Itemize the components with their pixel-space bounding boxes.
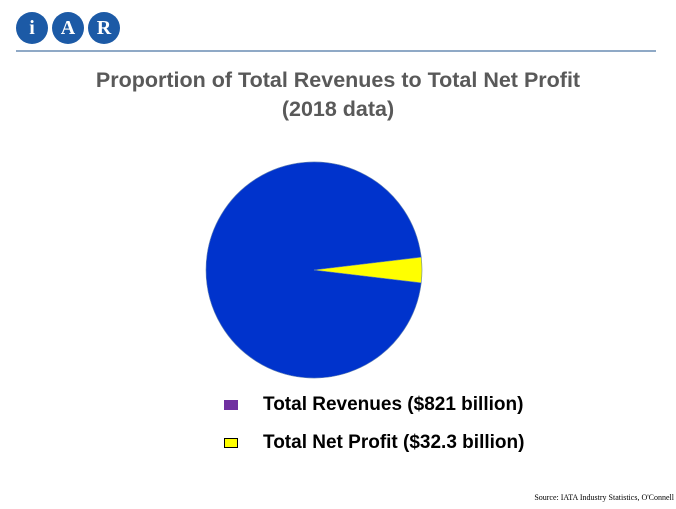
legend-swatch-total-net-profit (224, 438, 238, 448)
logo-letter-a: A (52, 12, 84, 44)
chart-legend: Total Revenues ($821 billion) Total Net P… (224, 386, 524, 462)
legend-swatch-total-revenues (224, 400, 238, 410)
header-divider (16, 50, 656, 52)
pie-chart (205, 161, 423, 379)
source-note: Source: IATA Industry Statistics, O'Conn… (534, 493, 674, 502)
iar-logo: i A R (16, 12, 120, 44)
slide-title: Proportion of Total Revenues to Total Ne… (0, 66, 676, 124)
slide-title-line-2: (2018 data) (281, 97, 395, 121)
legend-item-total-net-profit: Total Net Profit ($32.3 billion) (224, 424, 524, 462)
pie-slice-total-net-profit (313, 256, 423, 284)
logo-letter-i: i (16, 12, 48, 44)
pie-slice-total-revenues (205, 161, 422, 379)
legend-label-total-revenues: Total Revenues ($821 billion) (263, 394, 524, 415)
slide-title-line-1: Proportion of Total Revenues to Total Ne… (95, 68, 581, 92)
logo-letter-r: R (88, 12, 120, 44)
legend-item-total-revenues: Total Revenues ($821 billion) (224, 386, 524, 424)
legend-label-total-net-profit: Total Net Profit ($32.3 billion) (263, 432, 525, 453)
